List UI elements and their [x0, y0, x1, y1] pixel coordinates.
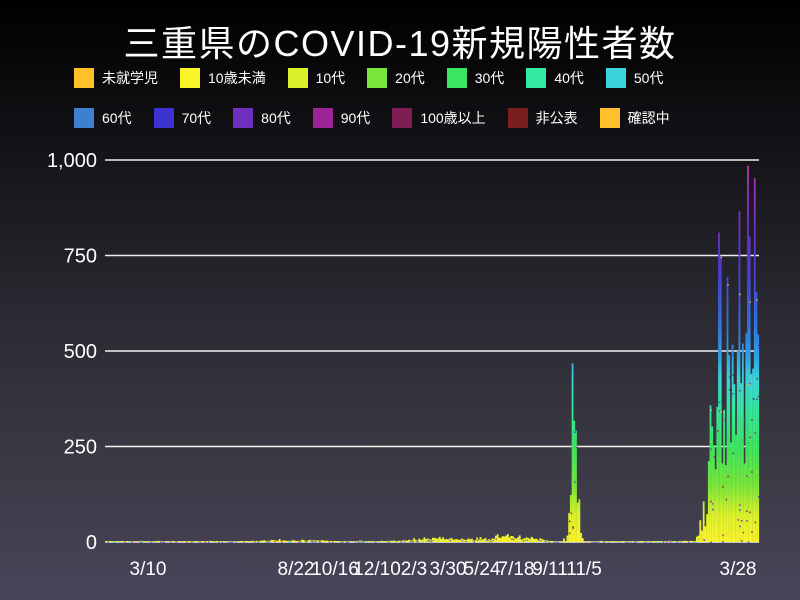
- svg-text:750: 750: [64, 246, 97, 268]
- svg-text:5/24: 5/24: [464, 559, 501, 580]
- svg-text:11/5: 11/5: [566, 559, 602, 580]
- svg-text:2/3: 2/3: [401, 559, 427, 580]
- svg-text:10/16: 10/16: [311, 559, 359, 580]
- svg-text:12/10: 12/10: [353, 559, 401, 580]
- svg-text:3/10: 3/10: [130, 559, 167, 580]
- svg-text:500: 500: [64, 341, 97, 363]
- svg-text:1,000: 1,000: [47, 150, 97, 172]
- svg-text:0: 0: [86, 532, 97, 554]
- svg-text:7/18: 7/18: [498, 559, 535, 580]
- svg-text:250: 250: [64, 437, 97, 459]
- svg-text:3/30: 3/30: [430, 559, 467, 580]
- svg-text:8/22: 8/22: [278, 559, 315, 580]
- svg-text:3/28: 3/28: [720, 559, 757, 580]
- svg-text:9/11: 9/11: [532, 559, 568, 580]
